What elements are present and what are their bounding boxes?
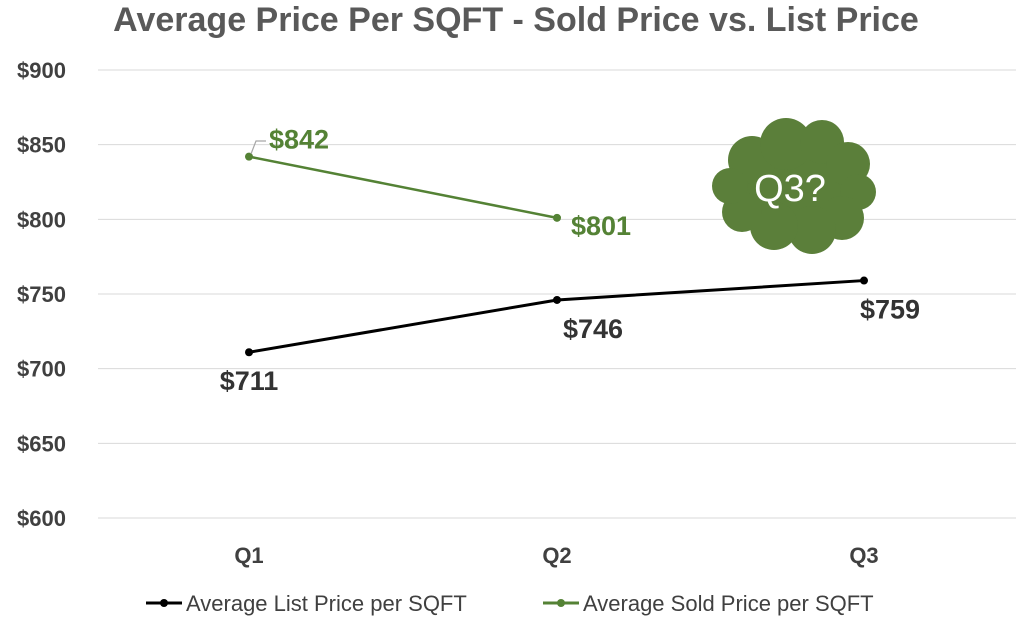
y-tick-label: $900 (17, 58, 66, 83)
data-point (553, 213, 561, 222)
legend-label: Average List Price per SQFT (186, 591, 467, 616)
data-point (245, 348, 253, 357)
y-tick-label: $850 (17, 133, 66, 158)
legend-swatch-marker (160, 599, 168, 607)
legend-label: Average Sold Price per SQFT (583, 591, 874, 616)
cloud-text: Q3? (754, 168, 826, 210)
cloud-shape (712, 118, 876, 254)
data-label: $759 (860, 295, 920, 325)
y-tick-label: $700 (17, 357, 66, 382)
y-axis-ticks: $600 $650 $700 $750 $800 $850 $900 (17, 58, 66, 531)
legend-swatch-marker (557, 599, 565, 607)
legend: Average List Price per SQFT Average Sold … (146, 591, 874, 616)
data-label: $711 (220, 366, 279, 396)
data-point (553, 295, 561, 304)
x-axis-ticks: Q1 Q2 Q3 (234, 543, 878, 568)
x-tick-label: Q1 (234, 543, 263, 568)
y-tick-label: $650 (17, 431, 66, 456)
y-tick-label: $800 (17, 207, 66, 232)
chart-title: Average Price Per SQFT - Sold Price vs. … (113, 1, 919, 39)
series-line (248, 155, 558, 220)
data-label: $842 (269, 125, 329, 155)
q3-cloud-callout: Q3? (712, 118, 876, 254)
series-line (248, 279, 865, 354)
data-label: $801 (571, 211, 631, 241)
data-label: $746 (563, 314, 623, 344)
x-tick-label: Q3 (849, 543, 878, 568)
data-labels: $711 $746 $759 $842 $801 (220, 125, 920, 397)
label-leader-line (250, 140, 266, 155)
series-layer (245, 152, 868, 357)
y-tick-label: $750 (17, 282, 66, 307)
x-tick-label: Q2 (542, 543, 571, 568)
y-tick-label: $600 (17, 506, 66, 531)
data-point (245, 152, 253, 161)
data-point (860, 276, 868, 285)
